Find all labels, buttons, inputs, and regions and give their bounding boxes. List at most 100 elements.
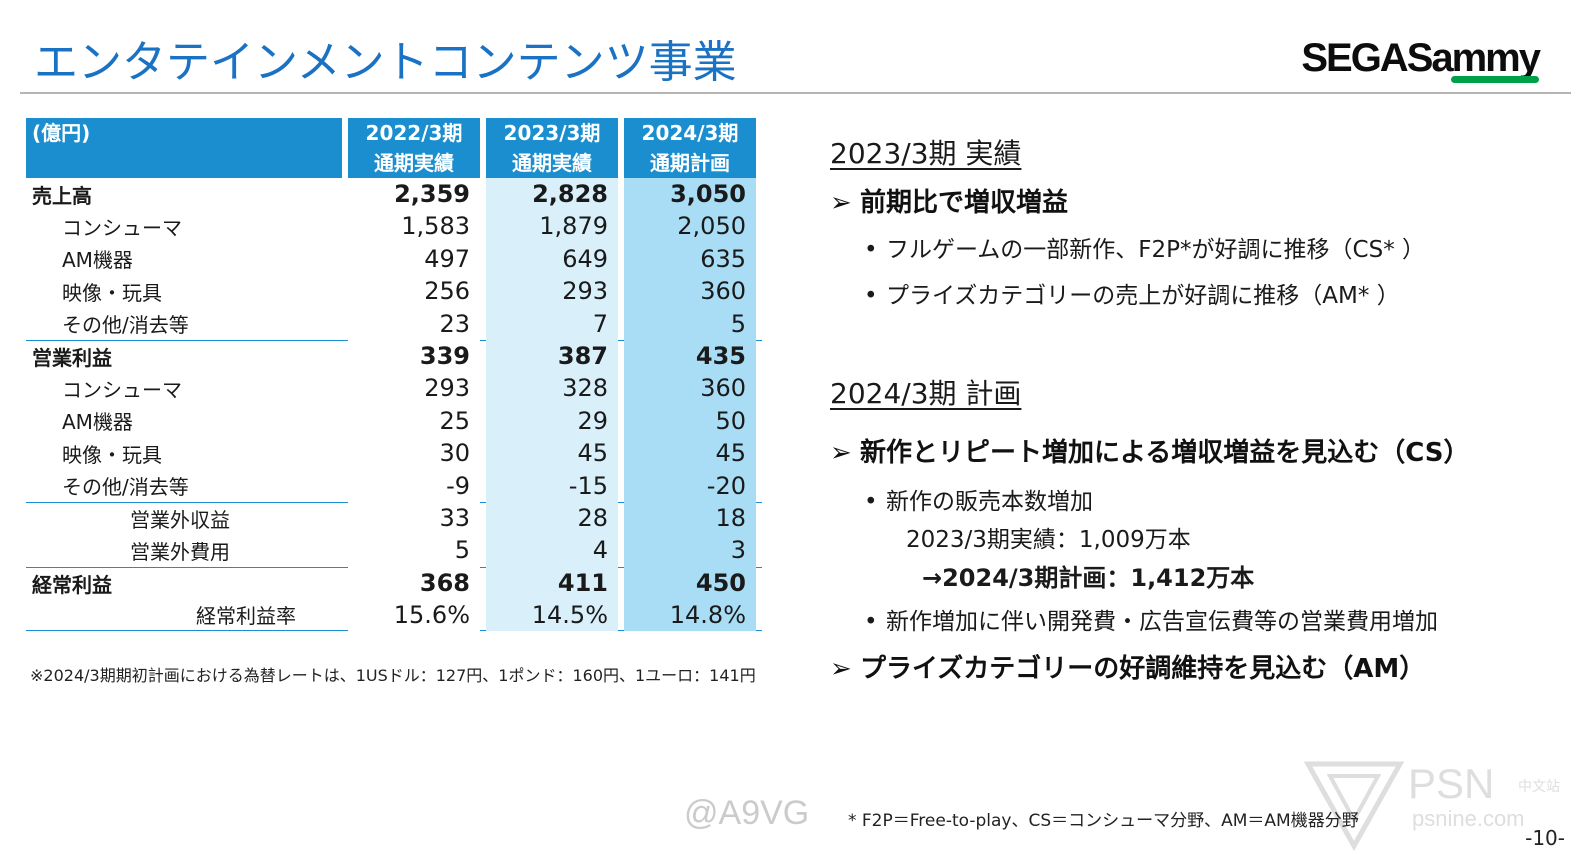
bullet-icon: •	[864, 237, 878, 263]
table-row: 営業外収益 33 28 18	[26, 501, 762, 535]
row-value: 45	[624, 437, 756, 470]
table-row: 売上高 2,359 2,828 3,050	[26, 178, 762, 211]
arrow-bullet-icon: ➢	[830, 188, 852, 218]
plan-sub-point: • 新作増加に伴い開発費・広告宣伝費等の営業費用増加	[864, 609, 1438, 635]
arrow-bullet-icon: ➢	[830, 438, 852, 468]
bullet-icon: •	[864, 609, 878, 635]
row-value: 635	[624, 242, 756, 276]
table-row: 経常利益率 15.6% 14.5% 14.8%	[26, 598, 762, 632]
psnine-logo-icon	[1303, 761, 1405, 852]
row-value: 2,050	[624, 210, 756, 243]
row-label: 売上高	[32, 183, 92, 208]
logo-underline	[1451, 76, 1539, 83]
row-value: 4	[486, 534, 618, 567]
row-value: 25	[348, 404, 480, 438]
plan-main-point: ➢ プライズカテゴリーの好調維持を見込む（AM）	[830, 654, 1426, 684]
row-value: -20	[624, 469, 756, 502]
table-row: AM機器 497 649 635	[26, 242, 762, 276]
row-value: 435	[624, 340, 756, 373]
bullet-icon: •	[864, 489, 878, 515]
unit-label: (億円)	[26, 118, 342, 178]
row-value: 293	[486, 275, 618, 308]
row-label: 営業利益	[32, 346, 112, 371]
row-value: 649	[486, 242, 618, 276]
table-row: その他/消去等 -9 -15 -20	[26, 469, 762, 502]
row-value: 18	[624, 502, 756, 535]
results-heading: 2023/3期 実績	[830, 137, 1022, 170]
units-actual: 2023/3期実績：1,009万本	[906, 527, 1191, 553]
column-header-fy2023: 2023/3期 通期実績	[486, 118, 618, 178]
results-sub-point: • プライズカテゴリーの売上が好調に推移（AM* ）	[864, 283, 1400, 309]
page-title: エンタテインメントコンテンツ事業	[34, 37, 737, 88]
column-header-fy2022: 2022/3期 通期実績	[348, 118, 480, 178]
psn-cn-text: 中文站	[1518, 779, 1560, 795]
row-value: 5	[624, 307, 756, 340]
units-plan: →2024/3期計画：1,412万本	[922, 564, 1255, 592]
row-value: 15.6%	[348, 598, 480, 631]
row-value: 360	[624, 372, 756, 405]
table-row: AM機器 25 29 50	[26, 404, 762, 438]
financial-table: (億円) 2022/3期 通期実績 2023/3期 通期実績 2024/3期 通…	[26, 118, 762, 632]
row-value: 2,359	[348, 178, 480, 211]
row-value: 360	[624, 275, 756, 308]
row-value: 339	[348, 340, 480, 373]
row-label: 映像・玩具	[62, 442, 162, 467]
row-label: 営業外収益	[130, 508, 230, 533]
row-label: 経常利益率	[196, 604, 296, 629]
weibo-watermark: @A9VG	[684, 794, 810, 832]
row-value: 411	[486, 567, 618, 600]
row-value: 7	[486, 307, 618, 340]
row-value: 497	[348, 242, 480, 276]
row-value: 50	[624, 404, 756, 438]
row-label: その他/消去等	[62, 475, 189, 500]
bullet-icon: •	[864, 283, 878, 309]
page-number: -10-	[1525, 826, 1565, 850]
table-row: その他/消去等 23 7 5	[26, 307, 762, 340]
table-row: 経常利益 368 411 450	[26, 566, 762, 600]
row-label: コンシューマ	[62, 378, 182, 403]
row-label: AM機器	[62, 410, 133, 435]
exchange-rate-footnote: ※2024/3期期初計画における為替レートは、1USドル：127円、1ポンド：1…	[30, 666, 756, 685]
psnine-watermark: PSN 中文站 psnine.com	[1300, 754, 1570, 854]
table-row: 映像・玩具 256 293 360	[26, 275, 762, 308]
row-value: -9	[348, 469, 480, 502]
sega-sammy-logo: SEGASammy	[1301, 36, 1541, 83]
row-value: 328	[486, 372, 618, 405]
row-label: 営業外費用	[130, 539, 230, 564]
table-row: コンシューマ 293 328 360	[26, 372, 762, 405]
abbreviation-definitions: * F2P＝Free-to-play、CS＝コンシューマ分野、AM＝AM機器分野	[848, 811, 1359, 831]
results-main-point: ➢ 前期比で増収増益	[830, 188, 1069, 218]
row-value: 3	[624, 534, 756, 567]
row-value: 1,583	[348, 210, 480, 243]
table-row: 映像・玩具 30 45 45	[26, 437, 762, 470]
row-value: 293	[348, 372, 480, 405]
plan-heading: 2024/3期 計画	[830, 377, 1022, 410]
row-value: 29	[486, 404, 618, 438]
row-value: -15	[486, 469, 618, 502]
table-row: 営業外費用 5 4 3	[26, 534, 762, 567]
plan-sub-point: • 新作の販売本数増加	[864, 489, 1093, 515]
row-value: 450	[624, 567, 756, 600]
row-value: 33	[348, 502, 480, 535]
header-divider	[20, 92, 1571, 94]
arrow-bullet-icon: ➢	[830, 654, 852, 684]
psn-url-text: psnine.com	[1412, 806, 1525, 831]
row-value: 28	[486, 502, 618, 535]
psn-text: PSN	[1408, 760, 1495, 807]
column-header-fy2024: 2024/3期 通期計画	[624, 118, 756, 178]
results-sub-point: • フルゲームの一部新作、F2P*が好調に推移（CS* ）	[864, 237, 1426, 263]
row-label: 経常利益	[32, 572, 112, 597]
table-header: (億円) 2022/3期 通期実績 2023/3期 通期実績 2024/3期 通…	[26, 118, 762, 178]
row-value: 30	[348, 437, 480, 470]
row-value: 14.8%	[624, 598, 756, 631]
row-value: 1,879	[486, 210, 618, 243]
row-label: コンシューマ	[62, 216, 182, 241]
row-value: 256	[348, 275, 480, 308]
logo-text: SEGASammy	[1301, 36, 1541, 80]
row-value: 387	[486, 340, 618, 373]
row-value: 23	[348, 307, 480, 340]
table-row: 営業利益 339 387 435	[26, 339, 762, 373]
row-value: 5	[348, 534, 480, 567]
row-value: 2,828	[486, 178, 618, 211]
row-value: 368	[348, 567, 480, 600]
